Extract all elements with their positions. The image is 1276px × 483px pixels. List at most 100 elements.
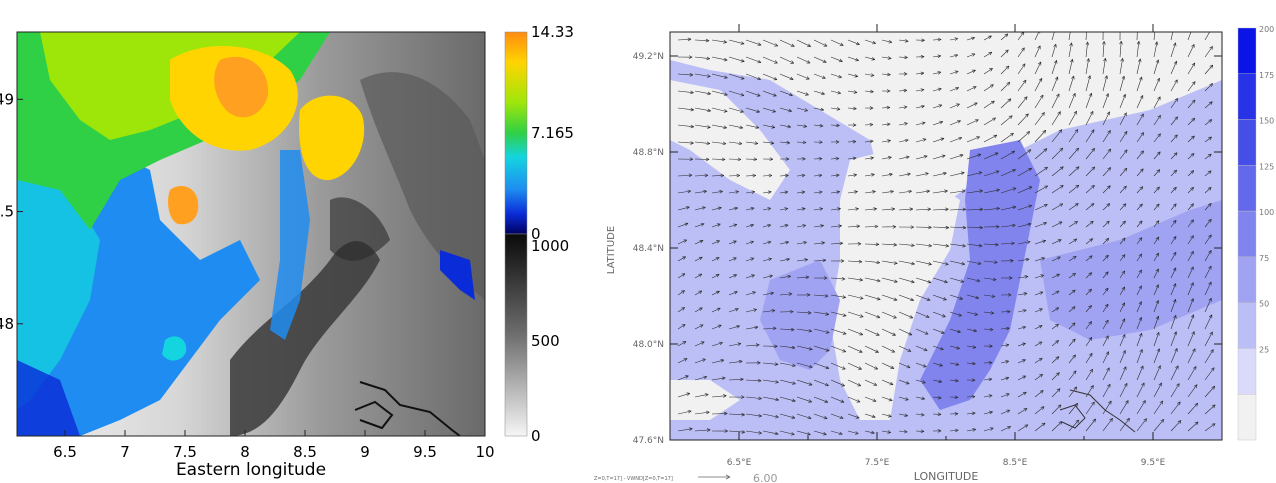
wind-vector-head (757, 76, 761, 81)
wind-vector (694, 376, 707, 381)
wind-colorbar-swatch (1237, 210, 1257, 258)
wind-vector-head (1027, 149, 1032, 153)
wind-vector (728, 175, 740, 177)
precip-colorbar-label: 14.33 (531, 23, 574, 41)
wind-vector-head (775, 414, 779, 419)
wind-vector (1000, 150, 1015, 160)
wind-vector-head (924, 331, 929, 335)
wind-vector-head (961, 189, 966, 193)
wind-vector-head (859, 296, 864, 300)
wind-vector-head (889, 381, 894, 386)
wind-vector-head (855, 57, 859, 62)
wind-vector-head (1138, 301, 1142, 306)
wind-vector (847, 157, 857, 160)
wind-vector (1170, 236, 1177, 245)
wind-vector (1034, 148, 1048, 160)
wind-vector (762, 73, 778, 81)
wind-vector (1034, 357, 1043, 364)
wind-vector-head (1043, 222, 1047, 226)
wind-vector (1085, 111, 1094, 126)
wind-vector-head (870, 156, 874, 160)
wind-vector-head (754, 325, 759, 330)
wind-vector-head (910, 297, 914, 302)
wind-vector (983, 395, 993, 398)
wind-vector (796, 208, 806, 211)
wind-vector (728, 224, 737, 228)
wind-vector (949, 103, 960, 109)
wind-vector (1051, 290, 1060, 296)
wind-vector (1068, 93, 1076, 109)
wind-vector (1068, 59, 1073, 75)
wind-vector (796, 56, 811, 64)
wind-vector-head (706, 125, 711, 129)
wind-vector (1085, 353, 1093, 364)
wind-vector (949, 277, 964, 283)
wind-vector (711, 274, 720, 279)
wind-vector (779, 90, 793, 96)
wind-vector-head (960, 279, 965, 283)
wind-vector (1153, 316, 1159, 330)
wind-vector-head (1085, 26, 1088, 29)
wind-vector-head (1174, 134, 1178, 139)
wind-vector-head (1208, 297, 1212, 302)
wind-vector (796, 276, 810, 279)
wind-vector-head (876, 296, 881, 301)
wind-vector-head (1037, 45, 1041, 50)
wind-vector-head (836, 107, 841, 111)
wind-vector (1000, 206, 1017, 211)
wind-vector (1204, 136, 1212, 143)
wind-vector-head (941, 314, 946, 318)
wind-vector (949, 38, 958, 41)
wind-vector (1153, 236, 1160, 245)
wind-vector (1153, 78, 1160, 92)
wind-vector (1102, 203, 1111, 211)
wind-vector-head (1073, 386, 1078, 391)
wind-vector (1051, 340, 1059, 347)
wind-vector (1102, 58, 1106, 75)
wind-vector (1187, 187, 1194, 194)
wind-vector-head (1085, 41, 1090, 46)
wind-vector (949, 54, 958, 58)
wind-vector (932, 396, 942, 399)
wind-vector-head (888, 39, 893, 44)
wind-vector-field (677, 26, 1216, 436)
wind-vector (694, 141, 710, 144)
wind-vector (949, 87, 959, 92)
wind-vector (694, 240, 704, 245)
wind-vector-head (1120, 58, 1124, 62)
wind-vector (779, 293, 793, 296)
wind-vector (1170, 331, 1177, 347)
wind-vector (1119, 383, 1128, 398)
wind-vector (1000, 426, 1011, 432)
wind-vector (711, 240, 720, 245)
wind-vector-head (1089, 352, 1093, 357)
wind-vector-head (1172, 267, 1177, 272)
wind-vector (830, 56, 843, 62)
wind-vector (1034, 422, 1046, 432)
wind-vector (1034, 274, 1044, 279)
wind-vector (932, 138, 945, 143)
wind-vector-head (736, 173, 740, 178)
wind-vector-head (957, 329, 961, 334)
wind-vector-head (920, 412, 925, 417)
wind-vector (915, 413, 925, 416)
wind-vector (881, 362, 895, 369)
wind-vector-head (1104, 287, 1109, 292)
wind-vector-head (741, 430, 746, 434)
wind-vector (830, 242, 843, 245)
wind-vector (898, 277, 915, 283)
wind-vector (915, 138, 927, 143)
wind-vector-head (835, 140, 840, 144)
wind-vector-head (1040, 406, 1045, 410)
wind-vector (915, 173, 929, 177)
wind-vector-head (892, 332, 896, 336)
wind-vector (915, 311, 930, 318)
wind-vector-head (1172, 42, 1177, 47)
wind-vector (1068, 256, 1077, 262)
wind-vector (745, 224, 754, 228)
wind-vector-head (1022, 375, 1027, 379)
wind-vector-head (1155, 284, 1159, 289)
wind-vector (1136, 237, 1143, 245)
wind-vector-head (842, 349, 847, 353)
wind-vector (1204, 187, 1212, 194)
